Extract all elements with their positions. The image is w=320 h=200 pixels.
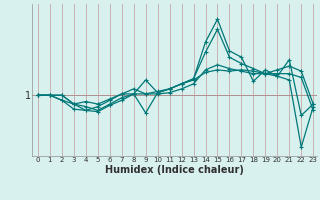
X-axis label: Humidex (Indice chaleur): Humidex (Indice chaleur)	[105, 165, 244, 175]
